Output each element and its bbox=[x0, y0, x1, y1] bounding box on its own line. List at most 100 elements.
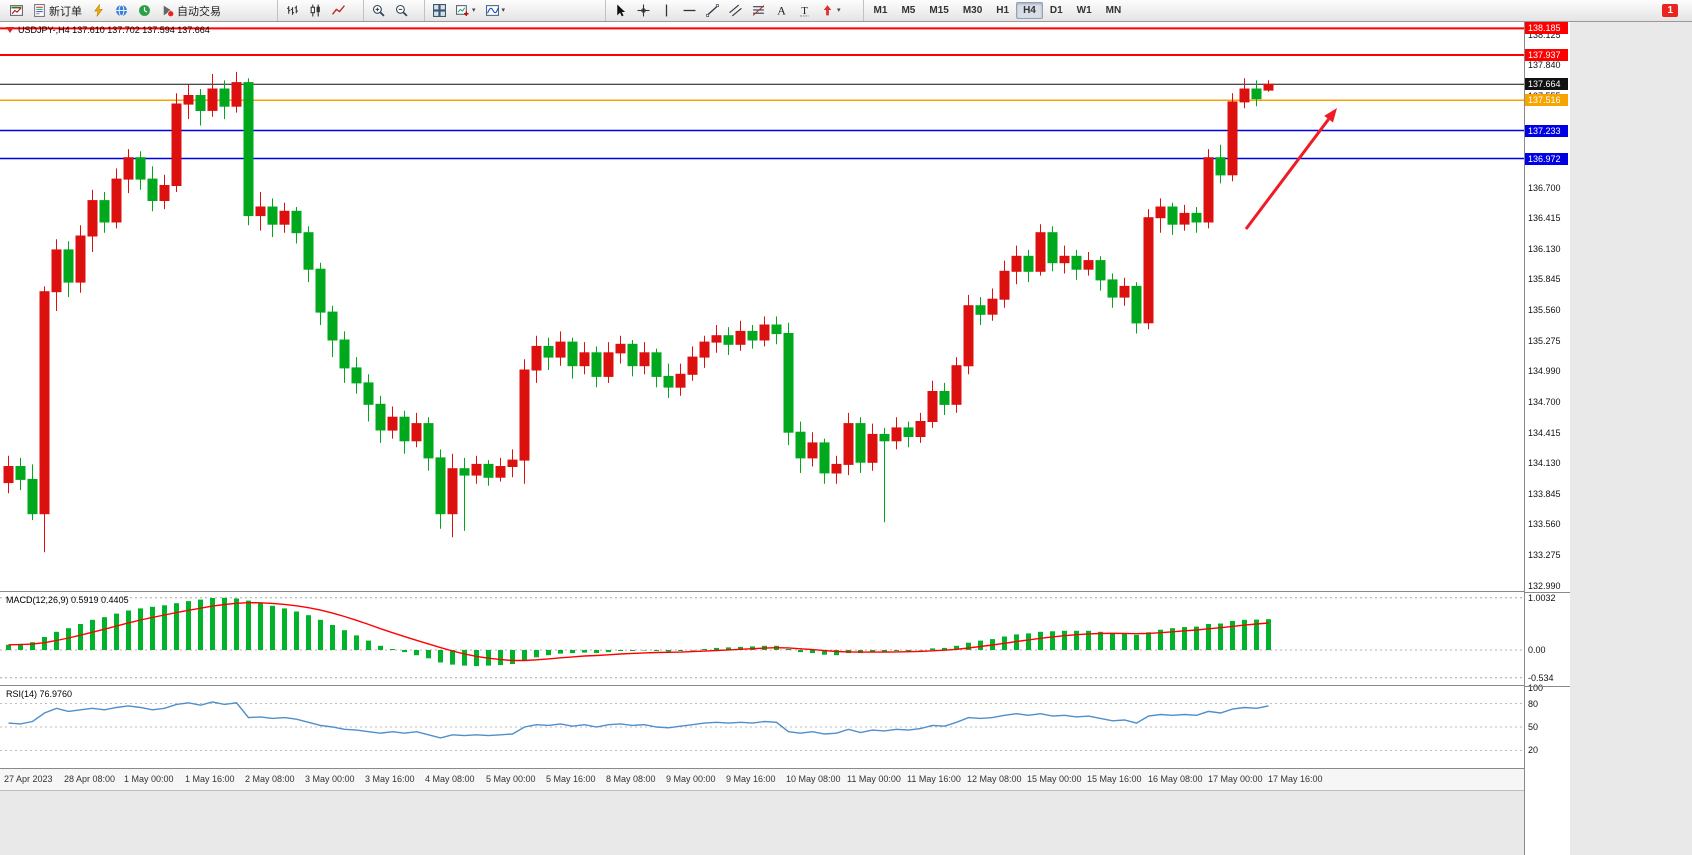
price-tick: 133.560 bbox=[1528, 519, 1561, 530]
timeframe-H4-button[interactable]: H4 bbox=[1016, 2, 1043, 19]
bottom-filler bbox=[0, 790, 1524, 855]
macd-panel[interactable]: MACD(12,26,9) 0.5919 0.4405 bbox=[0, 592, 1524, 686]
button-label: M30 bbox=[962, 5, 983, 16]
button-label: 新订单 bbox=[49, 5, 82, 18]
bar-chart-button[interactable] bbox=[281, 2, 304, 20]
timeframe-W1-button[interactable]: W1 bbox=[1070, 2, 1099, 19]
channel-icon bbox=[729, 4, 742, 17]
timeframe-MN-button[interactable]: MN bbox=[1099, 2, 1129, 19]
line-icon bbox=[332, 4, 345, 17]
price-tick: 135.845 bbox=[1528, 274, 1561, 285]
text-button[interactable]: A bbox=[770, 2, 793, 20]
mql5-button[interactable] bbox=[87, 2, 110, 20]
chart-icon bbox=[10, 4, 23, 17]
timeframe-H1-button[interactable]: H1 bbox=[989, 2, 1016, 19]
charts-window-button[interactable] bbox=[5, 2, 28, 20]
price-tick: 133.845 bbox=[1528, 488, 1561, 499]
trend-arrow-annotation[interactable] bbox=[1244, 108, 1337, 230]
text-icon: A bbox=[775, 4, 788, 17]
price-tick: 134.700 bbox=[1528, 397, 1561, 408]
time-label: 1 May 00:00 bbox=[124, 774, 174, 784]
price-line-badge: 138.185 bbox=[1525, 22, 1568, 35]
time-label: 9 May 00:00 bbox=[666, 774, 716, 784]
timeframe-D1-button[interactable]: D1 bbox=[1043, 2, 1070, 19]
price-tick: 137.840 bbox=[1528, 60, 1561, 71]
dropdown-caret-icon: ▾ bbox=[837, 7, 841, 14]
indicator-icon bbox=[485, 4, 499, 17]
history-icon bbox=[138, 4, 151, 17]
new-order-button[interactable]: 新订单 bbox=[28, 2, 87, 20]
rsi-scale-tick: 80 bbox=[1528, 698, 1539, 709]
trendline-button[interactable] bbox=[701, 2, 724, 20]
time-label: 5 May 00:00 bbox=[486, 774, 536, 784]
dropdown-caret-icon: ▾ bbox=[501, 7, 506, 14]
rsi-scale-tick: 100 bbox=[1528, 683, 1544, 693]
crosshair-button[interactable] bbox=[632, 2, 655, 20]
time-label: 15 May 16:00 bbox=[1087, 774, 1142, 784]
history-center-button[interactable] bbox=[133, 2, 156, 20]
autotrading-icon bbox=[161, 4, 174, 17]
price-line-badge: 137.516 bbox=[1525, 94, 1568, 107]
time-label: 3 May 00:00 bbox=[305, 774, 355, 784]
timeframe-M15-button[interactable]: M15 bbox=[922, 2, 955, 19]
button-label: W1 bbox=[1076, 5, 1092, 16]
price-axis[interactable]: 138.125137.840137.555136.700136.415136.1… bbox=[1524, 22, 1570, 855]
rsi-scale-tick: 50 bbox=[1528, 722, 1539, 732]
macd-histogram bbox=[6, 597, 1271, 667]
time-label: 3 May 16:00 bbox=[365, 774, 415, 784]
button-label: M5 bbox=[901, 5, 916, 16]
macd-scale-tick: -0.534 bbox=[1528, 672, 1554, 683]
line-chart-button[interactable] bbox=[327, 2, 350, 20]
candles-layer bbox=[3, 71, 1274, 553]
new-chart-button[interactable]: ▾ bbox=[451, 2, 481, 20]
price-tick: 133.275 bbox=[1528, 550, 1561, 560]
toolbar-group-zoom bbox=[363, 0, 416, 21]
price-line-badge: 136.972 bbox=[1525, 152, 1568, 165]
dropdown-caret-icon: ▾ bbox=[472, 7, 476, 14]
time-label: 5 May 16:00 bbox=[546, 774, 596, 784]
rsi-scale-tick: 20 bbox=[1528, 745, 1539, 756]
indicators-button[interactable]: ▾ bbox=[481, 2, 511, 20]
zoom-out-button[interactable] bbox=[390, 2, 413, 20]
button-label: H4 bbox=[1023, 5, 1036, 16]
timeframe-M5-button[interactable]: M5 bbox=[894, 2, 922, 19]
label-button[interactable]: T bbox=[793, 2, 816, 20]
price-tick: 136.130 bbox=[1528, 243, 1561, 254]
time-axis[interactable]: 27 Apr 2023 28 Apr 08:00 1 May 00:00 1 May … bbox=[0, 768, 1524, 790]
tile-windows-button[interactable] bbox=[428, 2, 451, 20]
macd-scale-tick: 0.00 bbox=[1528, 645, 1546, 655]
button-label: D1 bbox=[1049, 5, 1063, 16]
candles-icon bbox=[309, 4, 322, 17]
time-label: 10 May 08:00 bbox=[786, 774, 841, 784]
rsi-panel[interactable]: RSI(14) 76.9760 bbox=[0, 686, 1524, 768]
zoom-in-icon bbox=[372, 4, 385, 17]
crosshair-icon bbox=[637, 4, 650, 17]
panel-separator bbox=[1525, 592, 1570, 593]
button-label: H1 bbox=[996, 5, 1010, 16]
fibonacci-button[interactable] bbox=[747, 2, 770, 20]
autotrading-button[interactable]: 自动交易 bbox=[156, 2, 226, 20]
cursor-button[interactable] bbox=[609, 2, 632, 20]
shapes-button[interactable]: ▾ bbox=[816, 2, 846, 20]
time-label: 11 May 00:00 bbox=[847, 774, 901, 784]
vertical-line-button[interactable] bbox=[655, 2, 678, 20]
market-button[interactable] bbox=[110, 2, 133, 20]
price-tick: 134.130 bbox=[1528, 458, 1561, 469]
globe-icon bbox=[115, 4, 128, 17]
horizontal-line-button[interactable] bbox=[678, 2, 701, 20]
timeframe-M1-button[interactable]: M1 bbox=[867, 2, 895, 19]
toolbar-group-system: 新订单 自动交易 bbox=[2, 0, 229, 21]
price-line-badge: 137.937 bbox=[1525, 49, 1568, 61]
bars-icon bbox=[286, 4, 299, 17]
rsi-line bbox=[8, 701, 1269, 739]
label-icon: T bbox=[798, 4, 811, 17]
main-chart[interactable]: USDJPY-,H4 137.610 137.702 137.594 137.6… bbox=[0, 22, 1524, 592]
price-line-badge: 137.664 bbox=[1525, 78, 1568, 91]
time-label: 27 Apr 2023 bbox=[4, 774, 53, 784]
channel-button[interactable] bbox=[724, 2, 747, 20]
svg-text:A: A bbox=[777, 4, 786, 17]
zoom-in-button[interactable] bbox=[367, 2, 390, 20]
notification-badge[interactable]: 1 bbox=[1662, 4, 1678, 17]
candlestick-chart-button[interactable] bbox=[304, 2, 327, 20]
timeframe-M30-button[interactable]: M30 bbox=[956, 2, 989, 19]
